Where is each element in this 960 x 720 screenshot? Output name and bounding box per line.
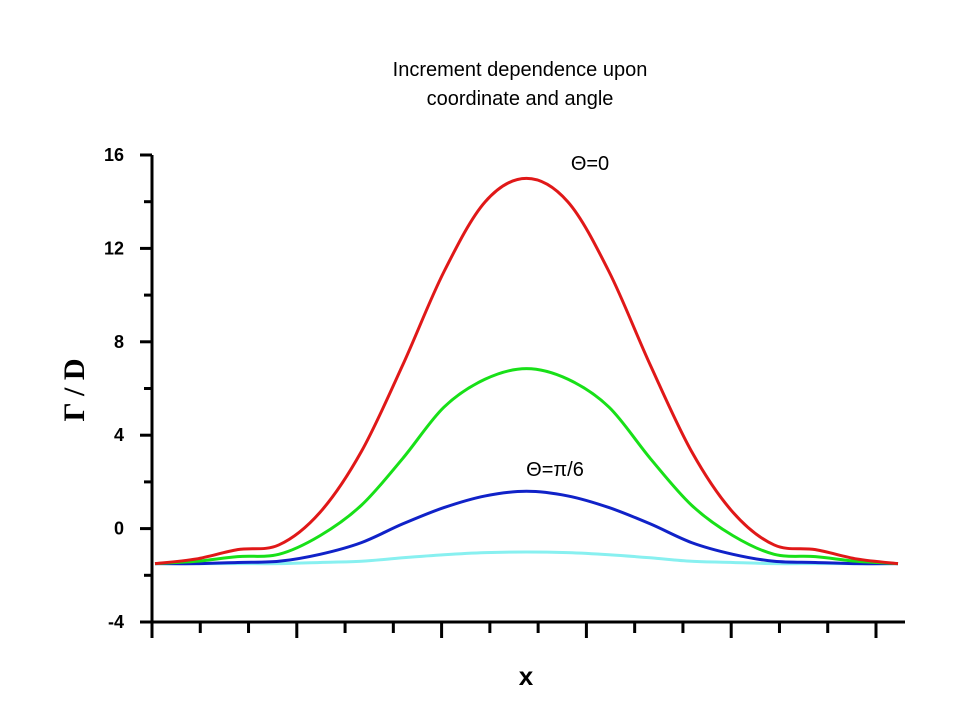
y-ticks: -4 0 4 8 12 16 bbox=[104, 145, 152, 632]
y-tick-label: 8 bbox=[114, 332, 124, 352]
series-line-2 bbox=[154, 367, 899, 566]
series-lines bbox=[154, 176, 899, 566]
axis-labels: Γ / D x Θ=0 Θ=π/6 bbox=[58, 153, 609, 691]
y-tick-label: 16 bbox=[104, 145, 124, 165]
y-tick-label: 4 bbox=[114, 425, 124, 445]
y-tick-label: 0 bbox=[114, 519, 124, 539]
chart-title: Increment dependence upon coordinate and… bbox=[320, 56, 720, 114]
y-axis-label: Γ / D bbox=[58, 359, 91, 422]
series-line-4 bbox=[155, 550, 898, 566]
chart-title-line-1: Increment dependence upon bbox=[392, 59, 648, 81]
annotation-theta-pi-6: Θ=π/6 bbox=[526, 459, 584, 481]
y-tick-label: 12 bbox=[104, 238, 124, 258]
annotation-theta-0: Θ=0 bbox=[571, 153, 609, 175]
series-line-3 bbox=[154, 489, 899, 566]
x-ticks bbox=[150, 622, 878, 638]
series-line-1 bbox=[154, 176, 899, 566]
chart-title-line-2: coordinate and angle bbox=[426, 88, 614, 110]
plot-background bbox=[52, 140, 904, 685]
plot-frame bbox=[52, 140, 904, 685]
x-axis-label: x bbox=[519, 661, 534, 691]
y-tick-label: -4 bbox=[108, 612, 124, 632]
